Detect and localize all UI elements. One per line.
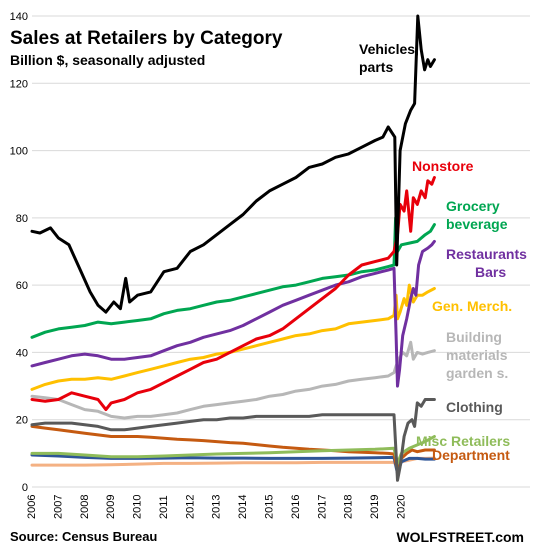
x-tick-label: 2010 (132, 495, 144, 519)
x-tick-label: 2015 (263, 495, 275, 519)
series-line-misc-retailers (30, 435, 436, 465)
y-tick-label: 100 (10, 146, 28, 158)
label-vehicles-2: parts (359, 59, 394, 75)
source-note: Source: Census Bureau (10, 529, 158, 544)
series-line-vehicles-parts (30, 14, 436, 314)
y-tick-label: 20 (16, 415, 28, 427)
y-tick-label: 80 (16, 213, 28, 225)
label-grocery-2: beverage (446, 216, 508, 232)
x-tick-label: 2013 (211, 495, 223, 519)
y-tick-label: 40 (16, 347, 28, 359)
label-misc-retailers: Misc Retailers (416, 433, 511, 449)
label-vehicles-1: Vehicles, (359, 41, 419, 57)
x-tick-label: 2009 (105, 495, 117, 519)
x-tick-label: 2008 (79, 495, 91, 519)
x-tick-label: 2016 (290, 495, 302, 519)
label-department: Department (432, 447, 510, 463)
series-line-building-materials-garden-s- (30, 340, 436, 420)
x-tick-label: 2019 (369, 495, 381, 519)
y-tick-label: 140 (10, 11, 28, 23)
y-tick-label: 60 (16, 280, 28, 292)
x-tick-label: 2006 (26, 495, 38, 519)
x-tick-label: 2011 (158, 495, 170, 519)
series-line-clothing (30, 398, 436, 482)
x-tick-label: 2018 (343, 495, 355, 519)
x-tick-label: 2020 (395, 495, 407, 519)
series-line-restaurants-bars (30, 239, 436, 388)
label-building-3: garden s. (446, 365, 509, 381)
brand-mark: WOLFSTREET.com (396, 529, 524, 545)
series-line-gen-merch- (30, 283, 436, 391)
series-line-nonstore (30, 176, 436, 412)
label-clothing: Clothing (446, 399, 503, 415)
label-building-2: materials (446, 347, 508, 363)
chart-title: Sales at Retailers by Category (10, 28, 283, 49)
chart-subtitle: Billion $, seasonally adjusted (10, 52, 206, 68)
label-building-1: Building (446, 329, 502, 345)
x-tick-label: 2012 (184, 495, 196, 519)
series-line-unlabeled-9 (30, 453, 436, 475)
label-nonstore: Nonstore (412, 158, 474, 174)
y-tick-label: 0 (22, 482, 28, 494)
y-tick-label: 120 (10, 78, 28, 90)
label-restaurants-1: Restaurants (446, 246, 527, 262)
x-tick-label: 2007 (52, 495, 64, 519)
label-restaurants-2: Bars (475, 264, 507, 280)
label-grocery-1: Grocery (446, 198, 500, 214)
x-tick-label: 2017 (316, 495, 328, 519)
label-gen-merch: Gen. Merch. (432, 298, 513, 314)
x-tick-label: 2014 (237, 495, 249, 519)
